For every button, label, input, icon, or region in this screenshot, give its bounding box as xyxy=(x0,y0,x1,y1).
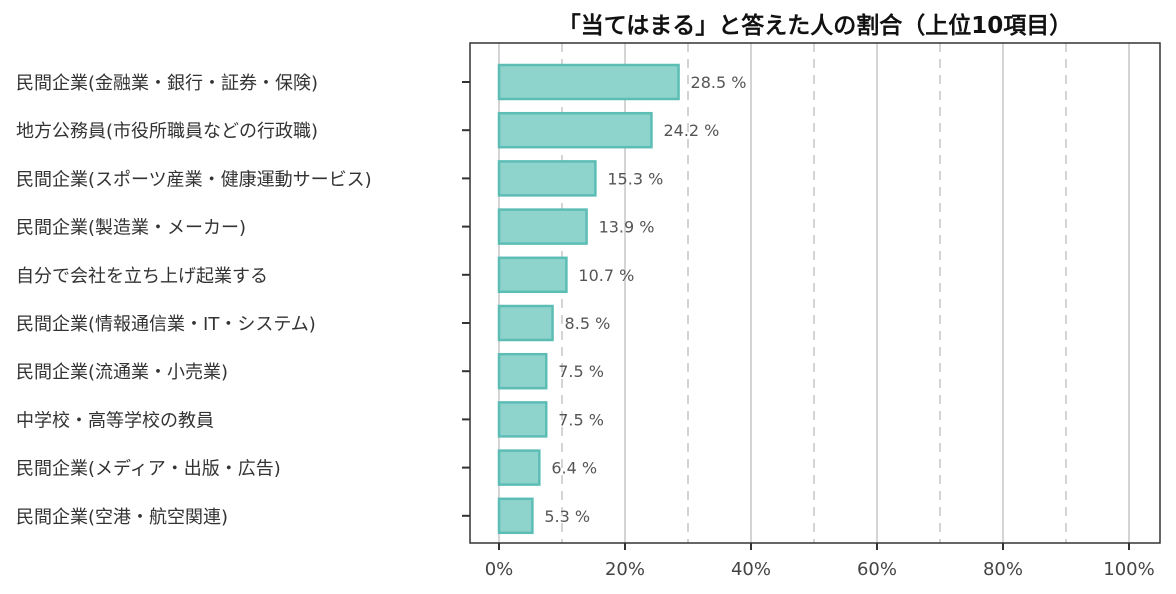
grid-layer xyxy=(498,43,1130,543)
value-label: 28.5 % xyxy=(691,73,747,92)
value-label: 8.5 % xyxy=(565,314,611,333)
x-tick-label: 80% xyxy=(983,559,1023,580)
category-label: 民間企業(情報通信業・IT・システム) xyxy=(16,314,316,335)
bar xyxy=(497,497,534,535)
label-layer: 28.5 % 民間企業(金融業・銀行・証券・保険) 24.2 % 地方公務員(市役所職… xyxy=(16,73,746,528)
bar-layer xyxy=(497,63,680,535)
bar xyxy=(497,352,548,390)
bar xyxy=(497,111,653,149)
value-label: 13.9 % xyxy=(599,218,655,237)
x-tick-label: 20% xyxy=(605,559,645,580)
value-label: 5.3 % xyxy=(544,507,590,526)
value-label: 7.5 % xyxy=(558,410,604,429)
bar xyxy=(497,304,554,342)
bar xyxy=(497,449,541,486)
x-tick-label: 100% xyxy=(1103,559,1154,580)
plot-border xyxy=(469,42,1161,544)
value-label: 24.2 % xyxy=(663,121,719,140)
category-label: 中学校・高等学校の教員 xyxy=(16,410,214,431)
axis-layer: 0% 20% 40% 60% 80% 100% xyxy=(462,42,1161,580)
value-label: 7.5 % xyxy=(558,362,604,381)
category-label: 民間企業(金融業・銀行・証券・保険) xyxy=(16,73,318,94)
category-label: 自分で会社を立ち上げ起業する xyxy=(16,266,268,287)
value-label: 10.7 % xyxy=(578,266,634,285)
bar xyxy=(497,208,588,245)
x-tick-label: 60% xyxy=(857,559,897,580)
category-label: 民間企業(製造業・メーカー) xyxy=(16,218,246,239)
bar xyxy=(497,401,548,438)
chart-title: 「当てはまる」と答えた人の割合（上位10項目） xyxy=(557,13,1073,39)
bar xyxy=(497,256,568,294)
category-label: 地方公務員(市役所職員などの行政職) xyxy=(16,121,318,142)
category-label: 民間企業(メディア・出版・広告) xyxy=(16,459,281,480)
bar xyxy=(497,160,597,197)
category-label: 民間企業(スポーツ産業・健康運動サービス) xyxy=(16,169,372,190)
category-label: 民間企業(空港・航空関連) xyxy=(16,507,228,528)
value-label: 15.3 % xyxy=(607,169,663,188)
x-tick-label: 40% xyxy=(731,559,771,580)
value-label: 6.4 % xyxy=(551,459,597,478)
x-tick-label: 0% xyxy=(485,559,514,580)
bar xyxy=(497,63,680,101)
category-label: 民間企業(流通業・小売業) xyxy=(16,362,228,383)
